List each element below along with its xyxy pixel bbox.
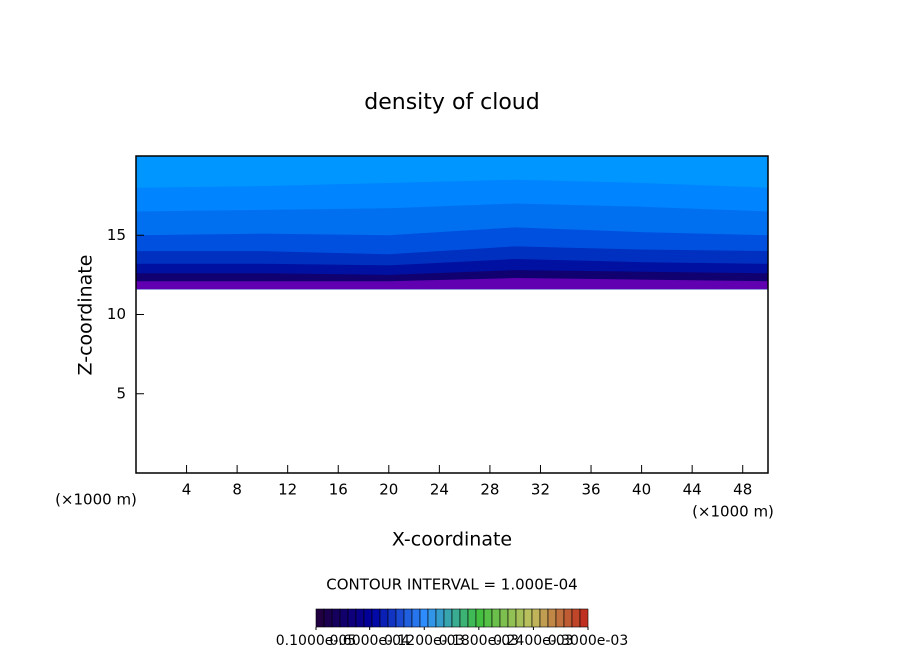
y-tick-label: 10 — [107, 305, 126, 323]
colorbar-swatch — [459, 608, 469, 628]
colorbar-tick-label: 0.3000e-03 — [548, 633, 628, 649]
x-tick-label: 36 — [581, 481, 600, 499]
colorbar-tick-label: 0.1000e-05 — [276, 633, 356, 649]
colorbar-swatch — [523, 608, 533, 628]
colorbar-swatch — [395, 608, 405, 628]
colorbar-swatch — [507, 608, 517, 628]
colorbar-swatch — [451, 608, 461, 628]
x-axis-label: X-coordinate — [392, 529, 512, 551]
chart-title: density of cloud — [364, 90, 539, 115]
colorbar-swatch — [539, 608, 549, 628]
contour-interval: CONTOUR INTERVAL = 1.000E-04 — [326, 576, 577, 594]
x-tick-label: 32 — [531, 481, 550, 499]
colorbar-tick-label: 0.2400e-03 — [493, 633, 573, 649]
colorbar-swatch — [475, 608, 485, 628]
colorbar-swatch — [403, 608, 413, 628]
y-tick-label: 5 — [116, 384, 126, 402]
colorbar-swatch — [515, 608, 525, 628]
colorbar-swatch — [531, 608, 541, 628]
y-tick-label: 15 — [107, 226, 126, 244]
colorbar-swatch — [419, 608, 429, 628]
colorbar-tick-label: 0.1800e-03 — [439, 633, 519, 649]
colorbar-swatch — [331, 608, 341, 628]
colorbar-swatch — [371, 608, 381, 628]
x-tick-label: 12 — [278, 481, 297, 499]
x-tick-label: 20 — [379, 481, 398, 499]
colorbar-swatch — [387, 608, 397, 628]
colorbar-swatch — [427, 608, 437, 628]
colorbar-swatch — [355, 608, 365, 628]
x-unit: (×1000 m) — [692, 503, 774, 521]
colorbar-swatch — [491, 608, 501, 628]
colorbar-swatch — [411, 608, 421, 628]
colorbar-swatch — [467, 608, 477, 628]
x-tick-label: 48 — [733, 481, 752, 499]
colorbar-swatch — [443, 608, 453, 628]
colorbar-swatch — [363, 608, 373, 628]
colorbar-tick-label: 0.1200e-03 — [384, 633, 464, 649]
y-axis-label: Z-coordinate — [75, 255, 97, 376]
x-tick-label: 4 — [182, 481, 192, 499]
x-tick-label: 40 — [632, 481, 651, 499]
colorbar-swatch — [563, 608, 573, 628]
colorbar-swatch — [499, 608, 509, 628]
colorbar-swatch — [347, 608, 357, 628]
y-unit: (×1000 m) — [55, 491, 137, 509]
x-tick-label: 44 — [683, 481, 702, 499]
colorbar-swatch — [323, 608, 333, 628]
x-tick-label: 16 — [329, 481, 348, 499]
colorbar-swatch — [547, 608, 557, 628]
colorbar-swatch — [483, 608, 493, 628]
x-tick-label: 8 — [232, 481, 242, 499]
colorbar-swatch — [579, 608, 589, 628]
colorbar-swatch — [555, 608, 565, 628]
colorbar-swatch — [339, 608, 349, 628]
colorbar-tick-label: 0.6000e-04 — [329, 633, 410, 649]
colorbar-swatch — [435, 608, 445, 628]
colorbar-swatch — [571, 608, 581, 628]
contour-band — [136, 278, 768, 290]
x-tick-label: 24 — [430, 481, 449, 499]
colorbar-swatch — [315, 608, 325, 628]
colorbar-swatch — [379, 608, 389, 628]
x-tick-label: 28 — [480, 481, 499, 499]
